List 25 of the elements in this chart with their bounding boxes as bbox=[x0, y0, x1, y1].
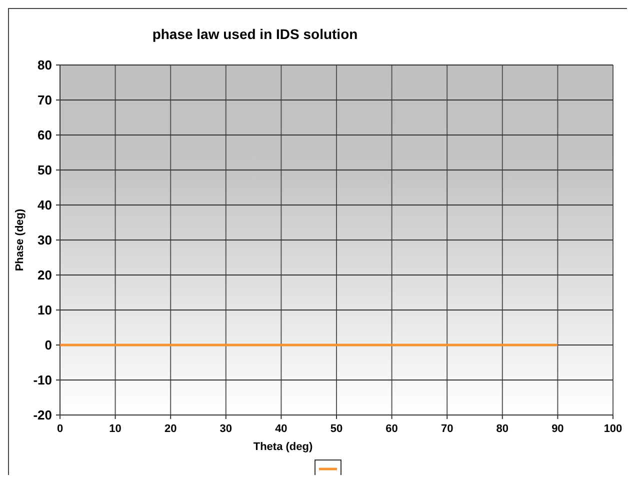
x-tick-label: 70 bbox=[440, 423, 454, 435]
y-tick-label: 50 bbox=[38, 162, 52, 178]
chart-title: phase law used in IDS solution bbox=[152, 26, 358, 42]
x-tick-label: 60 bbox=[386, 423, 398, 435]
y-tick-label: -10 bbox=[33, 372, 52, 388]
x-tick-label: 10 bbox=[109, 423, 122, 435]
x-tick-label: 100 bbox=[604, 423, 622, 435]
y-tick-label: 60 bbox=[38, 128, 52, 143]
x-tick-label: 0 bbox=[56, 423, 64, 435]
y-axis-title: Phase (deg) bbox=[14, 208, 26, 272]
y-tick-label: 10 bbox=[38, 302, 52, 318]
x-tick-label: 30 bbox=[220, 423, 232, 435]
y-tick-label: 30 bbox=[38, 232, 52, 248]
x-axis-title: Theta (deg) bbox=[253, 441, 313, 453]
y-tick-label: 20 bbox=[38, 268, 52, 283]
x-tick-label: 20 bbox=[164, 423, 177, 435]
y-tick-label: 0 bbox=[44, 338, 52, 353]
x-tick-label: 50 bbox=[330, 423, 343, 435]
y-tick-label: -20 bbox=[33, 408, 52, 423]
y-tick-label: 70 bbox=[38, 92, 52, 108]
y-tick-label: 80 bbox=[38, 58, 52, 73]
x-tick-label: 80 bbox=[496, 423, 509, 435]
x-tick-label: 40 bbox=[275, 423, 288, 435]
y-tick-label: 40 bbox=[38, 198, 52, 213]
x-tick-label: 90 bbox=[552, 423, 564, 435]
